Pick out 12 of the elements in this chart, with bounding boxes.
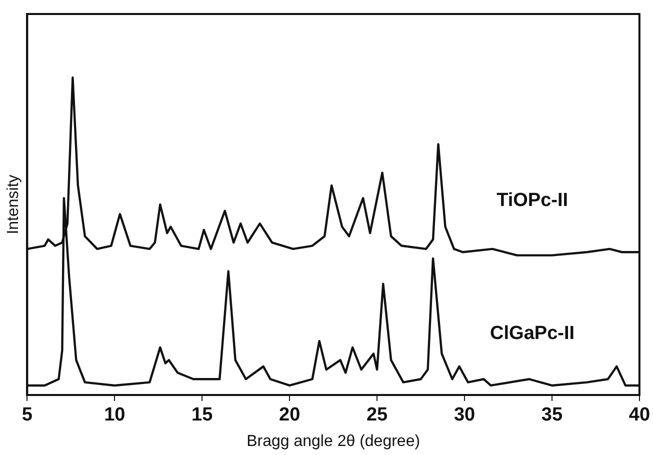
text: TiOPc-II	[496, 190, 568, 211]
x-tick-label: 5	[22, 404, 33, 426]
x-tick-label: 15	[192, 404, 214, 426]
x-tick-label: 40	[628, 404, 650, 426]
x-tick-label: 25	[366, 404, 388, 426]
x-tick-label: 10	[104, 404, 126, 426]
x-tick-label: 20	[279, 404, 300, 426]
series-label: ClGaPc-II	[490, 323, 575, 344]
x-axis-title: Bragg angle 2θ (degree)	[246, 432, 420, 450]
y-axis-title: Intensity	[5, 174, 22, 234]
x-tick-label: 35	[541, 404, 563, 426]
x-tick-label: 30	[454, 404, 476, 426]
